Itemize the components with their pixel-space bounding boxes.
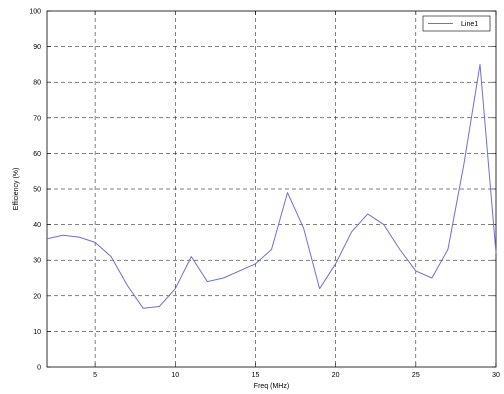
x-tick-label: 5	[93, 372, 97, 379]
series-group	[46, 63, 497, 309]
y-tick-label: 90	[33, 44, 41, 51]
y-tick-label: 20	[33, 293, 41, 300]
x-tick-label: 15	[252, 372, 260, 379]
grid	[47, 11, 496, 367]
y-tick-label: 50	[33, 187, 41, 194]
y-tick-label: 70	[33, 115, 41, 122]
y-tick-label: 100	[29, 9, 41, 16]
legend: Line1	[422, 15, 491, 32]
y-tick-label: 80	[33, 80, 41, 87]
y-tick-label: 0	[37, 365, 41, 372]
x-axis-label: Freq (MHz)	[254, 383, 289, 390]
x-tick-label: 20	[332, 372, 340, 379]
axis-ticks: 0 10 20 30 40 50 60 70 80 90 100 5 10 15 20 25 30	[29, 9, 500, 380]
y-tick-label: 40	[33, 222, 41, 229]
y-axis-label: Efficiency (%)	[13, 168, 20, 211]
x-tick-label: 10	[171, 372, 179, 379]
y-tick-label: 10	[33, 329, 41, 336]
x-tick-label: 30	[492, 372, 500, 379]
series-line-1	[46, 63, 497, 309]
x-tick-label: 25	[412, 372, 420, 379]
legend-label-line1: Line1	[461, 21, 478, 28]
legend-box	[422, 15, 491, 32]
y-tick-label: 30	[33, 258, 41, 265]
y-tick-label: 60	[33, 151, 41, 158]
